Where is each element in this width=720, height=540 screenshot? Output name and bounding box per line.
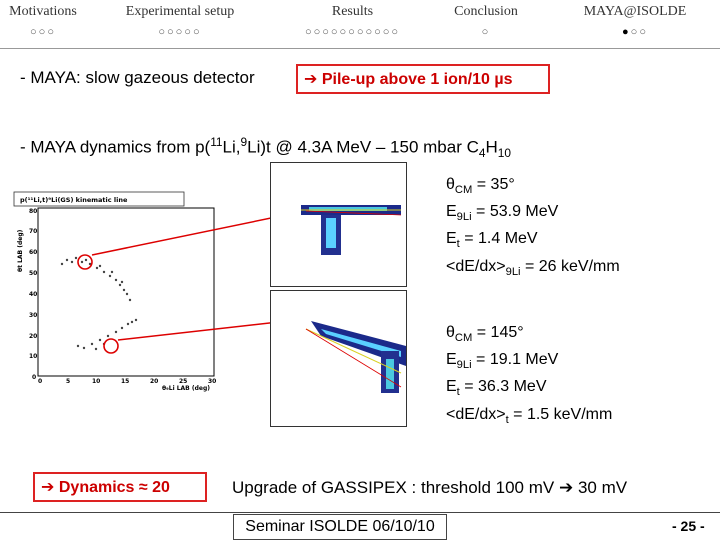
- arrow-right-icon: ➔: [41, 477, 55, 496]
- y-tick: 80: [29, 208, 37, 215]
- highlight-circle-top: [77, 254, 93, 270]
- param-e-9li: E9Li = 53.9 MeV: [446, 203, 559, 224]
- svg-text:30: 30: [29, 312, 37, 319]
- plot-title: p(¹¹Li,t)⁹Li(GS) kinematic line: [20, 196, 128, 204]
- param-dedx: <dE/dx>t = 1.5 keV/mm: [446, 405, 613, 426]
- params-top: θCM = 35° E9Li = 53.9 MeV Et = 1.4 MeV <…: [446, 174, 620, 283]
- svg-text:20: 20: [29, 333, 37, 340]
- pileup-box: ➔ Pile-up above 1 ion/10 µs: [296, 64, 550, 94]
- nav-dots: ○: [481, 26, 491, 38]
- params-bottom: θCM = 145° E9Li = 19.1 MeV Et = 36.3 MeV…: [446, 322, 612, 431]
- svg-text:70: 70: [29, 228, 37, 235]
- section-nav: Motivations ○○○ Experimental setup ○○○○○…: [0, 0, 720, 40]
- svg-text:50: 50: [29, 270, 37, 277]
- dynamics-box: ➔ Dynamics ≈ 20: [33, 472, 207, 502]
- svg-text:15: 15: [121, 378, 129, 385]
- svg-text:30: 30: [208, 378, 216, 385]
- dynamics-line: - MAYA dynamics from p(11Li,9Li)t @ 4.3A…: [20, 135, 512, 161]
- highlight-circle-bottom: [103, 338, 119, 354]
- param-e-9li: E9Li = 19.1 MeV: [446, 351, 559, 372]
- footer-seminar: Seminar ISOLDE 06/10/10: [233, 514, 447, 540]
- maya-line: - MAYA: slow gazeous detector: [20, 68, 255, 87]
- upgrade-line: Upgrade of GASSIPEX : threshold 100 mV ➔…: [232, 478, 628, 498]
- svg-text:10: 10: [92, 378, 100, 385]
- track-image-bottom: [270, 290, 407, 427]
- footer-divider: [0, 512, 720, 513]
- svg-text:25: 25: [179, 378, 187, 385]
- param-e-t: Et = 1.4 MeV: [446, 230, 538, 251]
- svg-text:0: 0: [32, 374, 36, 381]
- nav-dots: ○○○○○○○○○○○: [304, 26, 401, 38]
- nav-dots: ○○○: [30, 26, 56, 38]
- track-image-top: [270, 162, 407, 287]
- nav-results[interactable]: Results ○○○○○○○○○○○: [285, 4, 420, 38]
- x-axis-label: θ₉Li LAB (deg): [162, 385, 210, 392]
- param-theta-cm: θCM = 35°: [446, 176, 515, 197]
- svg-text:60: 60: [29, 249, 37, 256]
- arrow-right-icon: ➔: [304, 69, 318, 88]
- nav-dots: ○○○○○: [158, 26, 202, 38]
- header-divider: [0, 48, 720, 49]
- param-theta-cm: θCM = 145°: [446, 324, 524, 345]
- arrow-right-icon: ➔: [558, 478, 574, 498]
- nav-dots: ●○○: [622, 26, 648, 38]
- svg-text:40: 40: [29, 291, 37, 298]
- nav-maya-isolde[interactable]: MAYA@ISOLDE ●○○: [575, 4, 695, 38]
- y-axis-label: θt LAB (deg): [17, 229, 24, 272]
- nav-motivations[interactable]: Motivations ○○○: [3, 4, 83, 38]
- param-dedx: <dE/dx>9Li = 26 keV/mm: [446, 257, 620, 278]
- svg-text:20: 20: [150, 378, 158, 385]
- svg-text:5: 5: [66, 378, 70, 385]
- pileup-text: Pile-up above 1 ion/10 µs: [321, 71, 513, 88]
- nav-conclusion[interactable]: Conclusion ○: [445, 4, 527, 38]
- nav-experimental-setup[interactable]: Experimental setup ○○○○○: [120, 4, 240, 38]
- dynamics-text: Dynamics ≈ 20: [58, 479, 170, 496]
- svg-text:10: 10: [29, 353, 37, 360]
- svg-text:0: 0: [38, 378, 42, 385]
- param-e-t: Et = 36.3 MeV: [446, 378, 547, 399]
- kinematics-plot: p(¹¹Li,t)⁹Li(GS) kinematic line 80 70 60…: [12, 182, 217, 392]
- page-number: - 25 -: [672, 518, 705, 534]
